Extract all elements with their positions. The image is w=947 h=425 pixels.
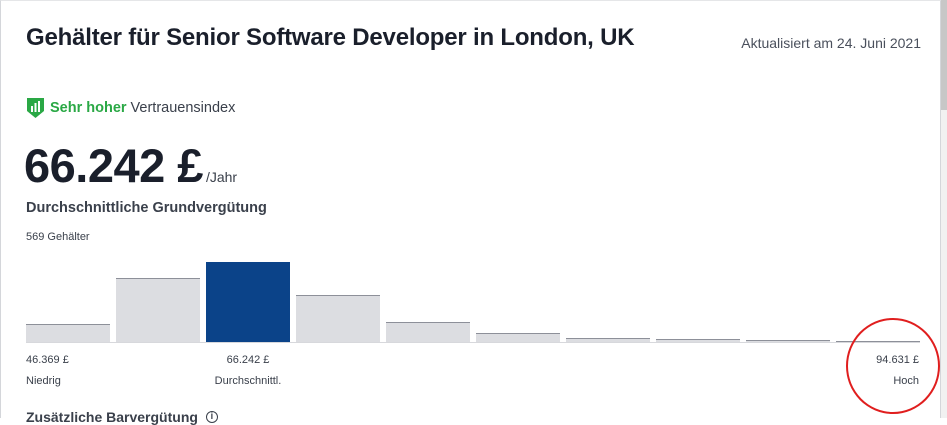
scrollbar[interactable] xyxy=(941,0,947,418)
histogram-bar-3[interactable] xyxy=(206,262,290,342)
histogram-bar-6[interactable] xyxy=(476,333,560,342)
histogram-bar-4[interactable] xyxy=(296,295,380,342)
page-title: Gehälter für Senior Software Developer i… xyxy=(26,24,635,51)
confidence-level: Sehr hoher xyxy=(50,100,127,116)
salary-amount: 66.242 £ xyxy=(24,139,203,192)
info-icon[interactable]: i xyxy=(205,411,218,423)
average-value: 66.242 £ xyxy=(226,354,270,366)
histogram-bar-top-4 xyxy=(296,295,380,296)
average-label: Durchschnittl. xyxy=(214,375,282,387)
salary-figure: 66.242 £ /Jahr xyxy=(24,138,237,193)
histogram-bar-7[interactable] xyxy=(566,338,650,342)
signal-bars-shield-icon xyxy=(27,98,44,118)
histogram-bar-top-6 xyxy=(476,333,560,334)
updated-date: Aktualisiert am 24. Juni 2021 xyxy=(741,35,921,51)
histogram-bar-top-8 xyxy=(656,339,740,340)
low-label: Niedrig xyxy=(26,375,61,387)
histogram-bar-top-2 xyxy=(116,278,200,279)
histogram-bar-8[interactable] xyxy=(656,339,740,342)
chart-baseline xyxy=(26,342,920,343)
confidence-label: Vertrauensindex xyxy=(130,100,236,116)
confidence-badge: Sehr hoher Vertrauensindex xyxy=(26,97,235,119)
next-section-heading: Zusätzliche Barvergütung i xyxy=(26,409,218,425)
salary-count: 569 Gehälter xyxy=(26,231,90,243)
scrollbar-thumb[interactable] xyxy=(941,0,947,110)
salary-card xyxy=(0,0,941,418)
low-value: 46.369 £ xyxy=(26,354,69,366)
salary-histogram xyxy=(26,262,920,342)
histogram-bar-1[interactable] xyxy=(26,324,110,342)
next-section-title: Zusätzliche Barvergütung xyxy=(26,409,198,425)
histogram-bar-top-7 xyxy=(566,338,650,339)
histogram-bar-top-1 xyxy=(26,324,110,325)
annotation-circle xyxy=(846,318,940,414)
histogram-bar-top-9 xyxy=(746,340,830,341)
histogram-bar-2[interactable] xyxy=(116,278,200,342)
salary-subtitle: Durchschnittliche Grundvergütung xyxy=(26,200,267,216)
salary-unit: /Jahr xyxy=(205,169,238,185)
histogram-bar-top-5 xyxy=(386,322,470,323)
histogram-bar-5[interactable] xyxy=(386,322,470,342)
